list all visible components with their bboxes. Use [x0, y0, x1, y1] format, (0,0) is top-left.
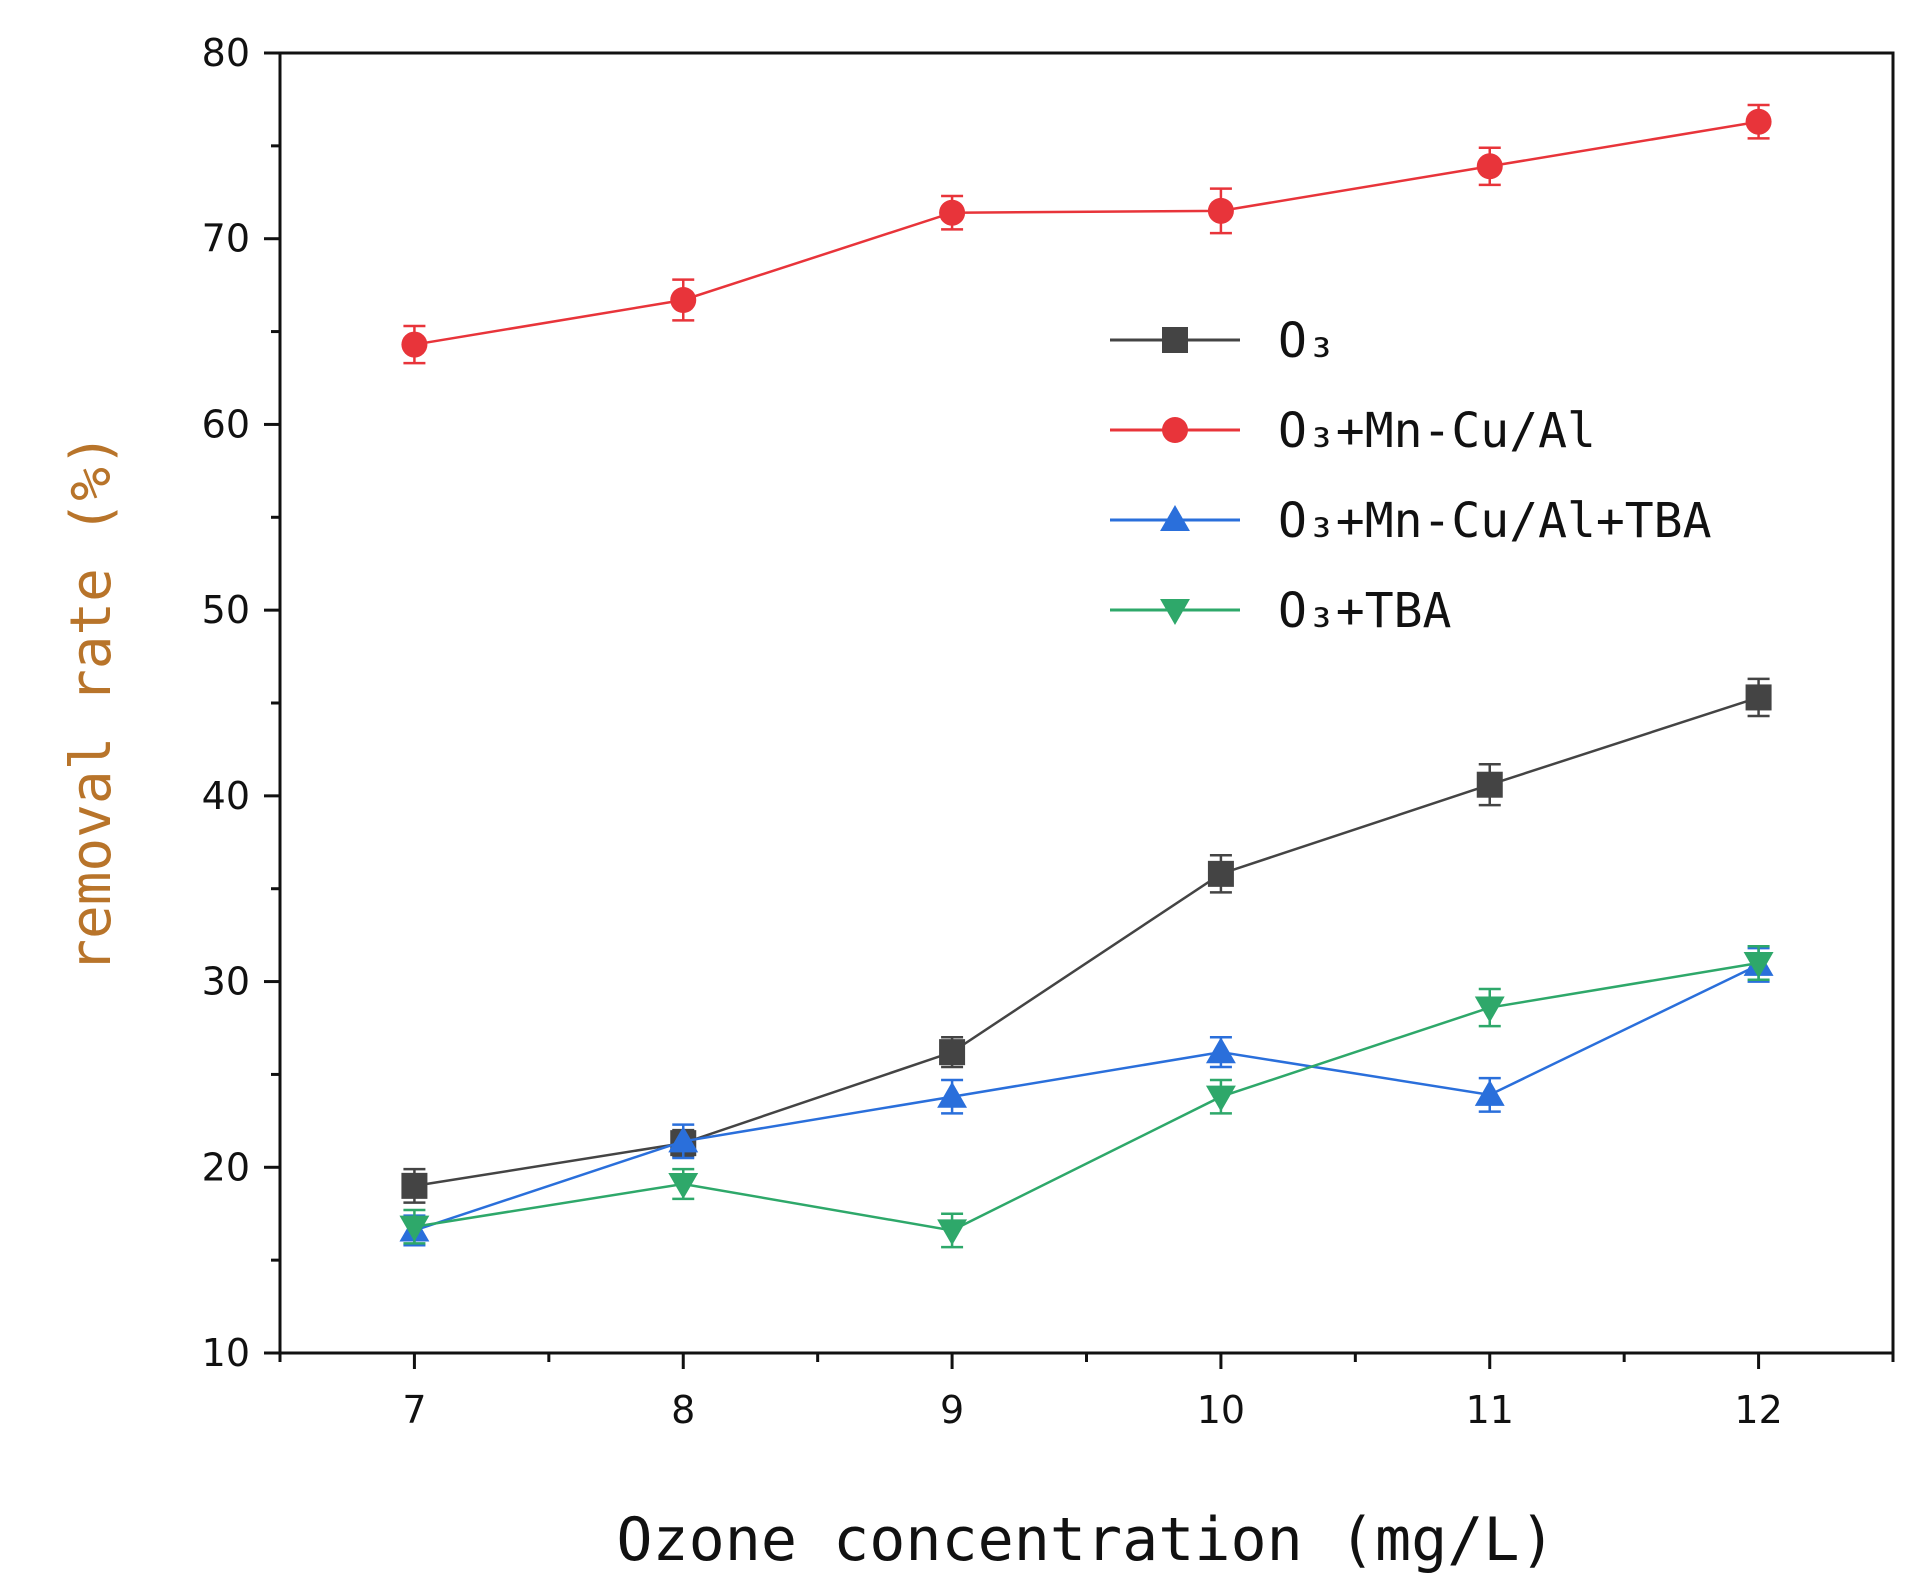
x-tick-label: 11 [1466, 1388, 1514, 1432]
y-tick-label: 10 [202, 1331, 250, 1375]
y-tick-label: 40 [202, 774, 250, 818]
data-point [939, 199, 966, 226]
data-point [1474, 1079, 1505, 1106]
y-tick-label: 20 [202, 1145, 250, 1189]
data-point [937, 1081, 968, 1108]
data-point [1160, 598, 1190, 625]
y-tick-label: 50 [202, 588, 250, 632]
series-O3+Mn-Cu/Al+TBA [399, 946, 1774, 1247]
series-line [414, 963, 1760, 1232]
series-line [414, 696, 1759, 1188]
y-tick-label: 80 [202, 31, 250, 75]
series-layer [399, 103, 1774, 1249]
series-O3+TBA [399, 945, 1774, 1249]
data-point [1207, 860, 1234, 887]
x-tick-label: 7 [402, 1388, 426, 1432]
x-axis: 7 8 9 10 11 12 [278, 1353, 1895, 1432]
y-axis: 10 20 30 40 50 60 70 80 [202, 31, 280, 1375]
plot-frame [278, 51, 1895, 1355]
y-tick-label: 60 [202, 402, 250, 446]
data-point [1474, 996, 1505, 1023]
data-point [1160, 505, 1190, 532]
data-point [939, 1039, 966, 1066]
data-point [1745, 108, 1772, 135]
data-point [1743, 951, 1774, 978]
legend-label: O₃+Mn-Cu/Al [1278, 403, 1596, 459]
legend-item: O₃+TBA [1110, 583, 1451, 639]
data-point [1205, 1037, 1236, 1064]
series-line [414, 961, 1759, 1232]
data-point [1745, 684, 1772, 711]
y-tick-label: 30 [202, 960, 250, 1004]
y-axis-title: removal rate (%) [59, 433, 124, 972]
y-tick-label: 70 [202, 217, 250, 261]
data-point [670, 287, 697, 313]
x-tick-label: 10 [1197, 1388, 1245, 1432]
data-point [1162, 327, 1188, 353]
data-point [401, 331, 428, 358]
data-point [1476, 153, 1503, 180]
series-line [414, 120, 1759, 346]
data-point [1476, 771, 1503, 798]
data-point [1162, 417, 1188, 443]
legend-label: O₃+Mn-Cu/Al+TBA [1278, 493, 1712, 549]
legend-item: O₃+Mn-Cu/Al+TBA [1110, 493, 1712, 549]
data-point [668, 1126, 699, 1153]
x-tick-label: 12 [1734, 1388, 1782, 1432]
data-point [401, 1172, 428, 1199]
data-point [1207, 197, 1234, 224]
series-O3+Mn-Cu/Al [401, 103, 1772, 365]
x-tick-label: 8 [671, 1388, 695, 1432]
data-point [399, 1215, 430, 1242]
data-point [668, 1172, 699, 1199]
legend: O₃ O₃+Mn-Cu/Al O₃+Mn-Cu/Al+TBA O₃+TBA [1110, 313, 1712, 639]
legend-label: O₃ [1278, 313, 1336, 369]
series-O3 [401, 677, 1772, 1204]
data-point [937, 1219, 968, 1246]
x-tick-label: 9 [940, 1388, 964, 1432]
legend-item: O₃+Mn-Cu/Al [1110, 403, 1596, 459]
data-point [1205, 1085, 1236, 1112]
legend-label: O₃+TBA [1278, 583, 1451, 639]
x-axis-title: Ozone concentration (mg/L) [616, 1505, 1555, 1575]
legend-item: O₃ [1110, 313, 1336, 369]
